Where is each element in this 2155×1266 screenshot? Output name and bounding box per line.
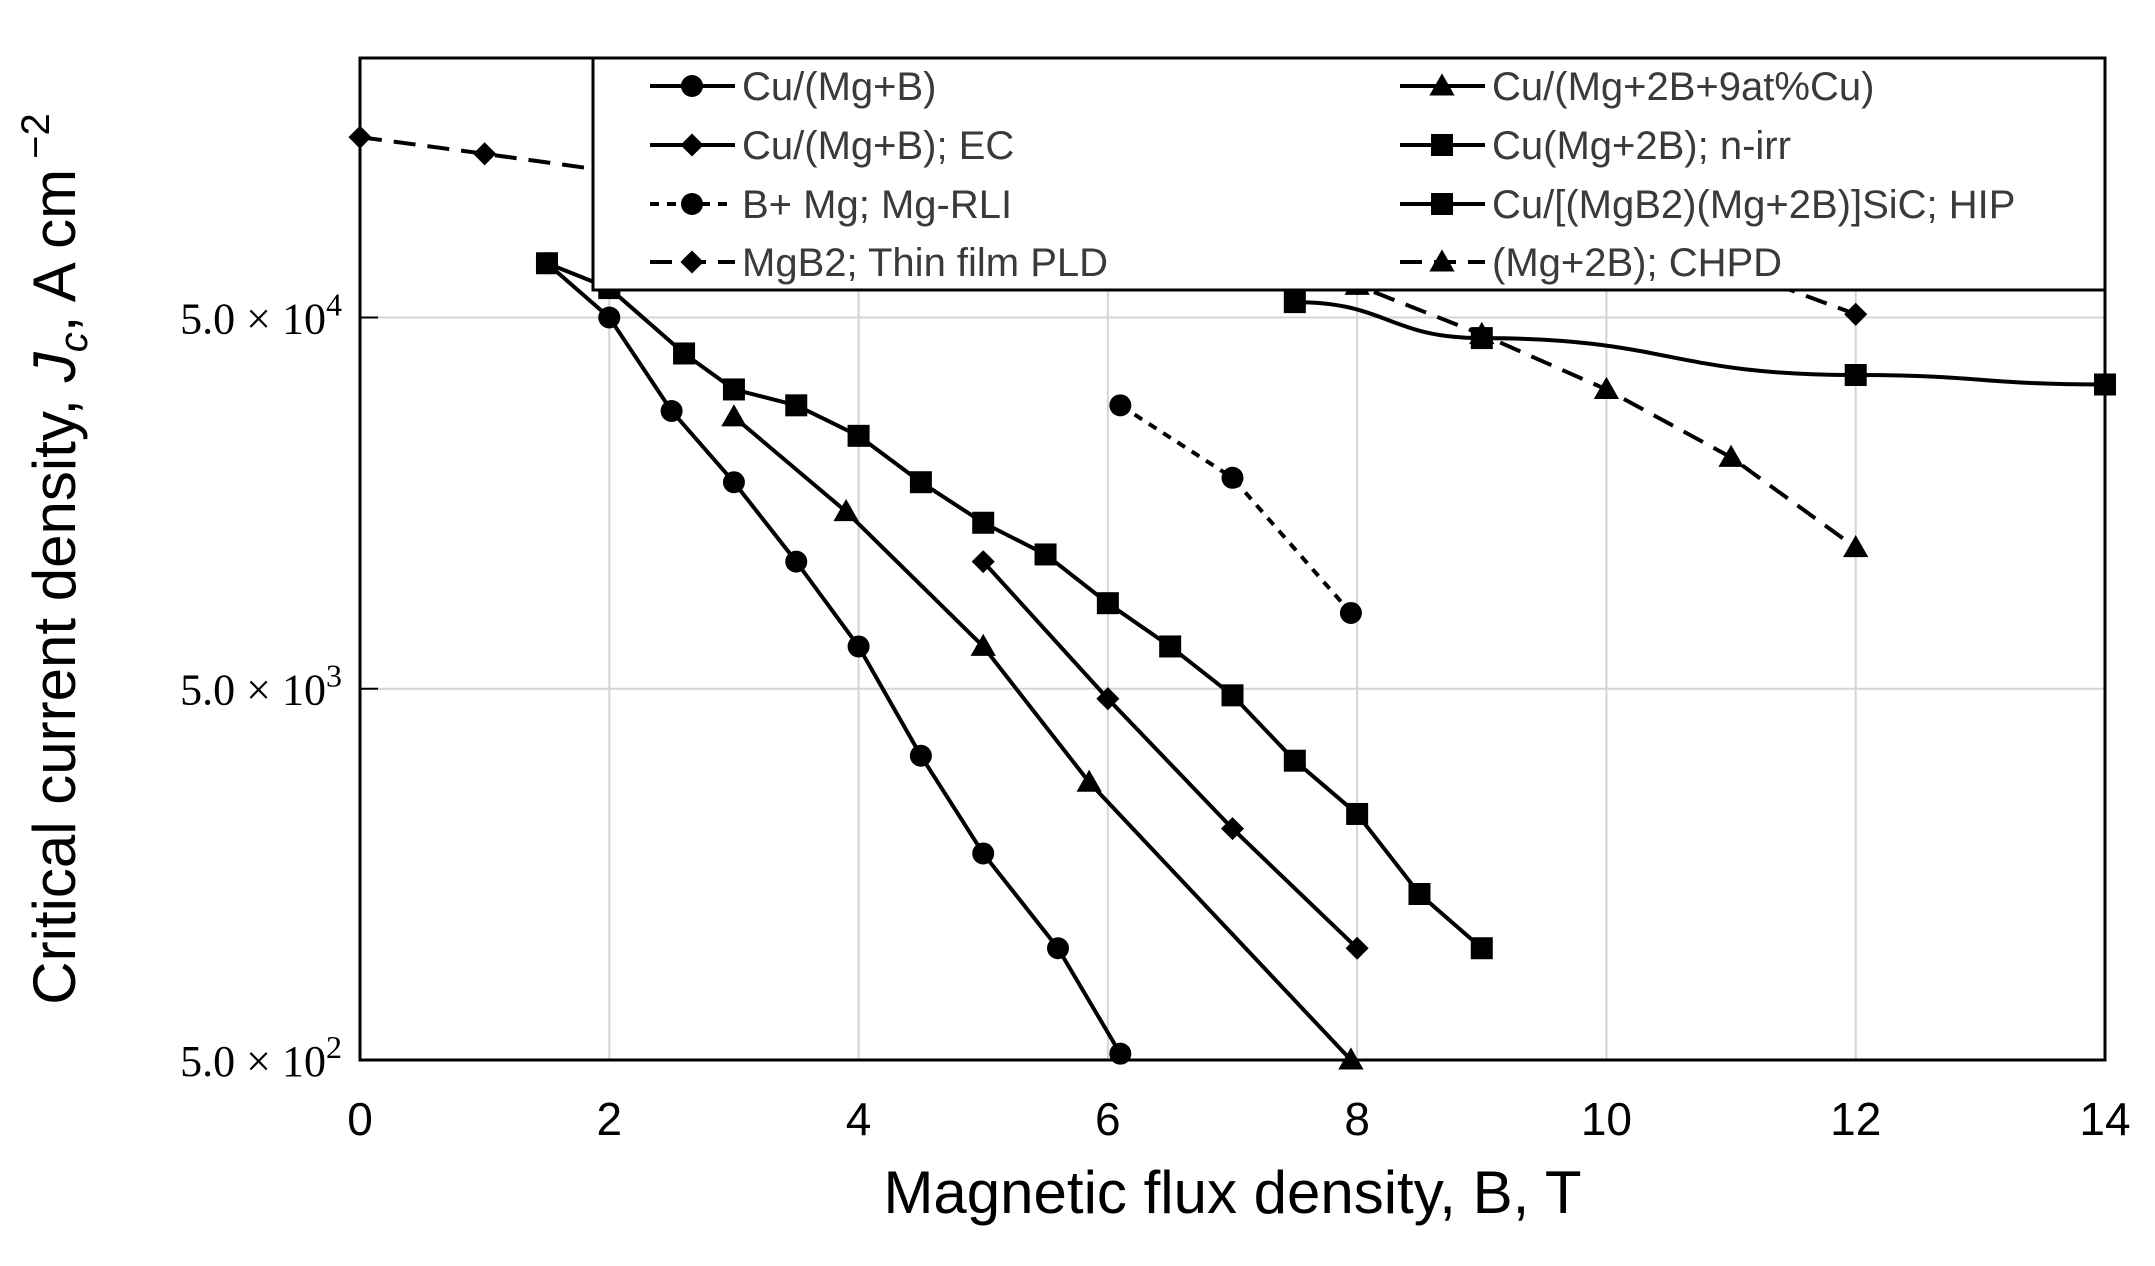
series-line-cu-mg-b-ec: [981, 560, 1359, 950]
data-point-cu-mg-b-ec: [971, 550, 995, 574]
data-point-cu-mg-2b-n-irr: [535, 252, 558, 275]
legend-item-cu-mg-2b-n-irr: Cu(Mg+2B); n-irr: [1400, 124, 1791, 168]
legend-marker-cu-mg-b-ec: [680, 133, 704, 157]
data-point-cu-mg-2b-9at-cu: [970, 633, 996, 656]
x-tick-label: 14: [2079, 1093, 2130, 1145]
y-axis-title-symbol: J: [21, 351, 88, 383]
legend-item-mg-2b-chpd: (Mg+2B); CHPD: [1400, 241, 1782, 285]
data-point-mg-2b-chpd: [1593, 376, 1620, 399]
x-tick-labels: 0 2 4 6 8 10 12 14: [347, 1093, 2130, 1145]
data-point-cu-mg-2b-9at-cu: [721, 404, 747, 427]
data-point-cu-mg-2b-n-irr: [847, 424, 870, 447]
legend-marker-cu-mg-2b-n-irr: [1431, 134, 1453, 156]
x-tick-label: 0: [347, 1093, 373, 1145]
legend-item-cu-mg-b-ec: Cu/(Mg+B); EC: [650, 124, 1014, 168]
plot-frame: [358, 56, 2107, 1062]
data-point-cu-mg-2b-n-irr: [722, 378, 745, 401]
data-point-cu-mg-2b-n-irr: [909, 471, 932, 494]
data-point-cu-mg-2b-n-irr: [1408, 882, 1431, 905]
legend-label-cu-mg-b: Cu/(Mg+B): [742, 65, 937, 109]
legend-label-mgb2-thin-film-pld: MgB2; Thin film PLD: [742, 241, 1108, 285]
x-tick-label: 8: [1344, 1093, 1370, 1145]
data-point-mgb2-thin-film-pld: [1844, 302, 1868, 326]
x-tick-label: 12: [1830, 1093, 1881, 1145]
legend-label-cu-mg-b-ec: Cu/(Mg+B); EC: [742, 124, 1014, 168]
data-point-cu-mg-b: [1047, 937, 1069, 960]
series-cu-mg-2b-9at-cu: [721, 404, 1364, 1070]
legend-label-cu-mgb2-mg-2b-sic-hip: Cu/[(MgB2)(Mg+2B)]SiC; HIP: [1492, 183, 2015, 227]
series-line-cu-mg-2b-n-irr: [546, 261, 1484, 950]
legend-marker-b-mg-mg-rli: [681, 193, 703, 215]
data-point-b-mg-mg-rli: [1339, 601, 1362, 624]
legend-marker-cu-mgb2-mg-2b-sic-hip: [1431, 193, 1453, 215]
data-point-cu-mg-2b-n-irr: [1470, 937, 1493, 960]
legend-item-cu-mgb2-mg-2b-sic-hip: Cu/[(MgB2)(Mg+2B)]SiC; HIP: [1400, 183, 2015, 227]
series-cu-mg-b-ec: [971, 550, 1369, 960]
data-point-cu-mg-b-ec: [1220, 817, 1245, 841]
legend-item-b-mg-mg-rli: B+ Mg; Mg-RLI: [650, 183, 1012, 227]
legend-marker-mgb2-thin-film-pld: [680, 250, 704, 274]
legend-label-cu-mg-2b-n-irr: Cu(Mg+2B); n-irr: [1492, 124, 1791, 168]
legend-marker-cu-mg-2b-9at-cu: [1429, 73, 1455, 96]
data-point-mg-2b-chpd: [1843, 534, 1869, 558]
data-point-cu-mg-b: [660, 399, 683, 422]
data-point-mg-2b-chpd: [1718, 444, 1744, 467]
x-tick-label: 2: [596, 1093, 622, 1145]
data-point-cu-mg-2b-9at-cu: [1338, 1047, 1364, 1070]
legend-label-cu-mg-2b-9at-cu: Cu/(Mg+2B+9at%Cu): [1492, 65, 1874, 109]
legend: Cu/(Mg+B) Cu/(Mg+2B+9at%Cu) Cu/(Mg+B); EC C…: [591, 56, 2107, 292]
data-point-cu-mg-2b-n-irr: [785, 394, 808, 417]
data-point-cu-mg-2b-9at-cu: [1076, 769, 1102, 792]
data-point-cu-mg-b: [972, 842, 995, 865]
series-line-cu-mg-b: [545, 261, 1123, 1055]
y-tick-label: 5.0 × 102: [180, 1029, 342, 1086]
data-point-cu-mg-b: [722, 471, 745, 494]
data-point-cu-mg-b: [909, 744, 932, 767]
data-point-cu-mg-b: [598, 306, 621, 329]
y-axis-title-exponent: −2: [14, 113, 58, 159]
legend-label-mg-2b-chpd: (Mg+2B); CHPD: [1492, 241, 1782, 285]
data-point-cu-mg-2b-n-irr: [1096, 592, 1119, 615]
data-point-cu-mg-b: [785, 550, 808, 573]
legend-box: [591, 56, 2107, 292]
legend-marker-mg-2b-chpd: [1429, 249, 1455, 272]
data-point-cu-mg-2b-n-irr: [673, 342, 696, 365]
x-tick-label: 10: [1581, 1093, 1632, 1145]
data-point-b-mg-mg-rli: [1109, 394, 1132, 417]
series-line-cu-mgb2-mg-2b-sic-hip: [1294, 300, 2106, 387]
x-tick-label: 4: [846, 1093, 872, 1145]
data-point-cu-mg-2b-n-irr: [1283, 749, 1306, 772]
data-point-b-mg-mg-rli: [1221, 466, 1244, 489]
y-tick-label: 5.0 × 103: [180, 658, 342, 715]
y-axis-title: Critical current density, Jc, A cm −2: [14, 113, 96, 1004]
data-point-cu-mg-2b-n-irr: [1221, 684, 1244, 707]
data-point-cu-mgb2-mg-2b-sic-hip: [1844, 364, 1867, 387]
y-axis-title-unit: , A cm: [21, 169, 88, 332]
data-point-cu-mg-b: [847, 635, 870, 658]
data-point-cu-mg-b-ec: [1345, 936, 1369, 960]
data-point-cu-mg-b-ec: [1096, 687, 1120, 711]
series-b-mg-mg-rli: [1109, 394, 1362, 624]
data-point-cu-mgb2-mg-2b-sic-hip: [1283, 291, 1306, 314]
x-axis-title: Magnetic flux density, B, T: [883, 1159, 1581, 1226]
data-point-cu-mg-2b-n-irr: [1034, 543, 1057, 566]
legend-item-cu-mg-2b-9at-cu: Cu/(Mg+2B+9at%Cu): [1400, 65, 1874, 109]
data-point-mgb2-thin-film-pld: [473, 142, 497, 166]
legend-item-cu-mg-b: Cu/(Mg+B): [650, 65, 937, 109]
data-point-cu-mg-2b-n-irr: [1159, 635, 1182, 658]
y-tick-label: 5.0 × 104: [180, 286, 342, 343]
legend-label-b-mg-mg-rli: B+ Mg; Mg-RLI: [742, 183, 1012, 227]
y-axis-title-subscript: c: [52, 332, 96, 352]
legend-item-mgb2-thin-film-pld: MgB2; Thin film PLD: [650, 241, 1108, 285]
data-point-mg-2b-chpd: [1469, 321, 1495, 344]
y-axis-title-prefix: Critical current density,: [21, 382, 88, 1004]
legend-marker-cu-mg-b: [681, 75, 703, 97]
x-tick-label: 6: [1095, 1093, 1121, 1145]
data-point-cu-mg-2b-n-irr: [972, 511, 995, 534]
data-point-cu-mg-2b-9at-cu: [833, 498, 859, 522]
data-point-cu-mg-2b-n-irr: [1346, 802, 1369, 825]
